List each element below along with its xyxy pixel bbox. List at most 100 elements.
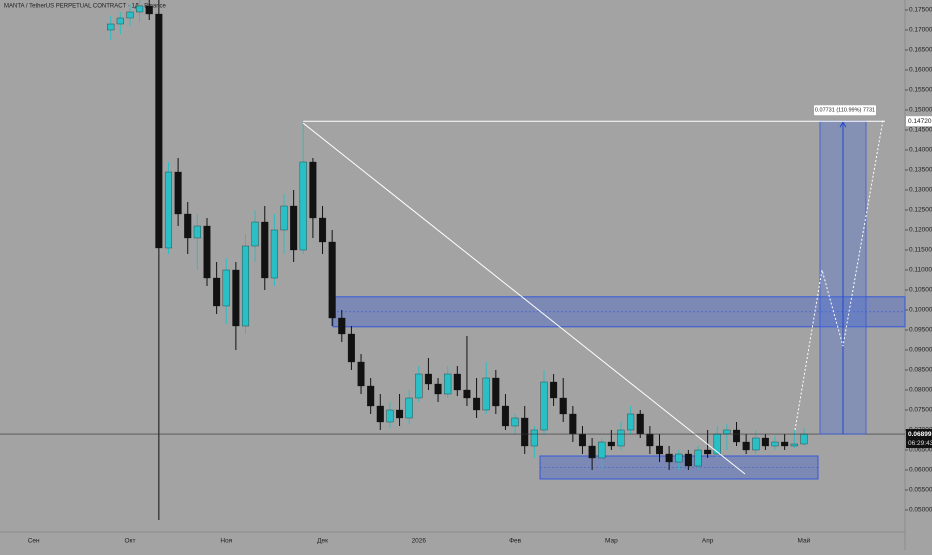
- candle-body: [357, 361, 365, 387]
- candle-body: [501, 405, 509, 427]
- y-tick-label: 0.11500: [909, 247, 932, 254]
- candle-body: [376, 405, 384, 423]
- candle-body: [415, 373, 423, 399]
- y-tick-label: 0.14500: [909, 127, 932, 134]
- candle-body: [463, 389, 471, 399]
- candle-body: [444, 373, 452, 395]
- y-tick-label: 0.10000: [909, 307, 932, 314]
- candle-body: [184, 213, 192, 239]
- chart-title: MANTA / TetherUS PERPETUAL CONTRACT · 1Д…: [4, 4, 167, 10]
- candle-body: [280, 205, 288, 231]
- y-tick-label: 0.08000: [909, 387, 932, 394]
- y-tick-label: 0.09000: [909, 347, 932, 354]
- candle-body: [405, 397, 413, 419]
- x-tick-label: Мар: [605, 538, 618, 545]
- x-tick-label: Сен: [28, 538, 40, 545]
- candle-body: [328, 241, 336, 319]
- y-tick-label: 0.05500: [909, 487, 932, 494]
- candle-body: [193, 225, 201, 239]
- x-tick-label: 2026: [412, 538, 427, 545]
- y-tick-label: 0.09500: [909, 327, 932, 334]
- candle-body: [742, 441, 750, 451]
- y-tick-label: 0.13500: [909, 167, 932, 174]
- y-tick-label: 0.08500: [909, 367, 932, 374]
- candle-body: [434, 383, 442, 395]
- x-tick-label: Дек: [317, 538, 328, 545]
- y-tick-label: 0.06500: [909, 447, 932, 454]
- candle-body: [530, 429, 538, 447]
- candle-body: [232, 269, 240, 327]
- candle-body: [482, 377, 490, 411]
- y-tick-label: 0.11000: [909, 267, 932, 274]
- target-price-box: [906, 116, 932, 127]
- candle-body: [367, 385, 375, 407]
- candle-body: [319, 217, 327, 243]
- candle-body: [694, 449, 702, 467]
- candle-body: [598, 441, 606, 459]
- candle-body: [213, 277, 221, 307]
- last-price-box: [906, 429, 932, 449]
- candle-body: [473, 397, 481, 411]
- candle-body: [732, 429, 741, 443]
- y-tick-label: 0.15500: [909, 87, 932, 94]
- candle-body: [569, 413, 577, 435]
- candle-body: [627, 413, 635, 431]
- candle-body: [126, 11, 134, 19]
- candle-body: [559, 397, 567, 415]
- measure-arrowhead: [839, 121, 847, 128]
- y-tick-label: 0.16500: [909, 47, 932, 54]
- y-tick-label: 0.05000: [909, 507, 932, 514]
- y-tick-label: 0.17000: [909, 27, 932, 34]
- candle-body: [617, 429, 625, 447]
- x-tick-label: Фев: [509, 538, 522, 545]
- target-price-label: 0.14720: [908, 118, 932, 125]
- candle-body: [116, 17, 124, 25]
- candle-body: [607, 441, 615, 447]
- candle-body: [261, 221, 269, 279]
- x-tick-label: Май: [798, 537, 811, 545]
- candle-body: [270, 229, 278, 279]
- candle-body: [704, 449, 712, 455]
- candle-body: [338, 317, 346, 335]
- countdown: 06:29:43: [908, 440, 932, 447]
- candle-body: [251, 221, 259, 247]
- candle-body: [203, 225, 211, 279]
- trendline: [302, 122, 746, 475]
- measure-label-box: [814, 105, 876, 116]
- candle-body: [155, 13, 163, 249]
- candle-body: [453, 373, 461, 391]
- candle-body: [790, 443, 798, 447]
- candle-body: [781, 441, 789, 447]
- candle-body: [655, 445, 664, 455]
- candle-body: [309, 161, 317, 219]
- projection-path: [794, 119, 884, 431]
- y-tick-label: 0.12500: [909, 207, 932, 214]
- y-tick-label: 0.10500: [909, 287, 932, 294]
- candle-body: [761, 437, 769, 447]
- y-tick-label: 0.14000: [909, 147, 932, 154]
- candle-body: [386, 409, 394, 423]
- candle-body: [136, 5, 144, 13]
- y-tick-label: 0.16000: [909, 67, 932, 74]
- candle-body: [424, 373, 432, 385]
- candle-body: [800, 433, 808, 445]
- candle-body: [684, 453, 692, 467]
- x-tick-label: Окт: [124, 538, 135, 545]
- candle-body: [540, 381, 548, 431]
- candle-body: [222, 269, 230, 307]
- candle-body: [107, 23, 115, 31]
- candle-body: [636, 413, 644, 435]
- candle-body: [550, 381, 558, 399]
- x-tick-label: Апр: [702, 538, 714, 545]
- candle-body: [290, 205, 298, 251]
- candle-body: [521, 417, 529, 447]
- candle-body: [492, 377, 500, 407]
- candle-body: [299, 161, 307, 251]
- candle-body: [241, 245, 250, 327]
- candle-body: [713, 433, 721, 455]
- last-price-label: 0.06899: [908, 431, 932, 438]
- candle-body: [665, 453, 673, 463]
